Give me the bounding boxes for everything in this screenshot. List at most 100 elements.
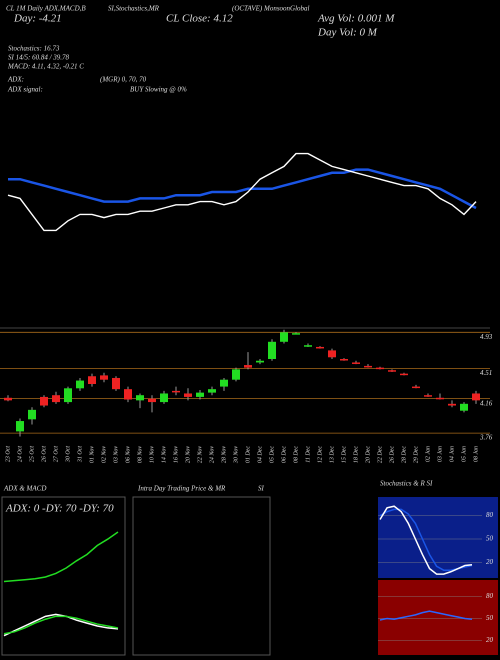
x-tick-label: 05 Jan [461, 446, 467, 462]
y-tick-label: 50 [486, 614, 494, 622]
header-mid: SI,Stochastics,MR [108, 5, 160, 13]
buy-signal: BUY Slowing @ 0% [130, 86, 187, 94]
candle-body [412, 386, 420, 389]
candle-body [124, 389, 132, 400]
x-tick-label: 18 Dec [353, 446, 359, 463]
candle-body [460, 403, 468, 411]
adx-label: ADX: [7, 76, 24, 84]
y-tick-label: 4.93 [480, 333, 493, 341]
candle-body [328, 350, 336, 358]
x-tick-label: 06 Dec [281, 446, 287, 463]
candle-body [4, 397, 12, 401]
y-tick-label: 20 [486, 636, 494, 644]
candle-body [160, 393, 168, 403]
series-line [3, 531, 119, 583]
x-tick-label: 04 Dec [256, 446, 263, 463]
x-tick-label: 24 Nov [208, 446, 215, 464]
candle-body [16, 421, 24, 432]
x-tick-label: 20 Dec [365, 446, 371, 463]
candle-body [292, 333, 300, 335]
candle-body [400, 373, 408, 376]
x-tick-label: 30 Nov [233, 446, 239, 465]
x-tick-label: 22 Nov [197, 446, 203, 464]
candle-body [376, 367, 384, 370]
x-tick-label: 24 Oct [16, 446, 23, 462]
candle-body [340, 359, 348, 361]
x-tick-label: 08 Nov [137, 446, 143, 464]
header-right: (OCTAVE) MonsoonGlobal [232, 5, 310, 13]
x-tick-label: 25 Oct [29, 446, 35, 462]
candle-body [232, 369, 240, 380]
candle-body [136, 395, 144, 401]
x-tick-label: 03 Jan [437, 446, 443, 462]
x-tick-label: 26 Oct [41, 446, 47, 462]
header-left: CL 1M Daily ADX,MACD,B [6, 5, 86, 13]
candle-body [76, 380, 84, 389]
rsi-bg [378, 580, 498, 655]
x-tick-label: 12 Dec [317, 446, 323, 463]
day: Day: -4.21 [13, 13, 62, 25]
y-tick-label: 3.76 [479, 434, 493, 442]
x-tick-label: 02 Jan [425, 446, 431, 462]
candle-body [52, 395, 60, 403]
x-tick-label: 28 Nov [221, 446, 227, 464]
x-tick-label: 08 Jan [473, 446, 479, 462]
series-line [3, 615, 119, 635]
candle-body [28, 409, 36, 420]
series-line [379, 505, 473, 575]
adx-box [1, 496, 126, 656]
mgr: (MGR) 0, 70, 70 [100, 76, 147, 84]
x-tick-label: 30 Oct [65, 446, 71, 463]
candle-body [184, 393, 192, 397]
candle-body [304, 345, 312, 347]
x-tick-label: 23 Oct [5, 446, 11, 462]
candle-body [280, 332, 288, 342]
candle-body [364, 365, 372, 368]
candle-body [244, 365, 252, 368]
candle-body [316, 346, 324, 349]
series-line [379, 610, 473, 621]
candle-body [352, 362, 360, 364]
candle-body [220, 379, 228, 387]
x-tick-label: 15 Dec [341, 446, 347, 463]
candle-body [436, 397, 444, 400]
series-line [7, 152, 477, 232]
x-tick-label: 01 Nov [89, 446, 95, 464]
info-line: MACD: 4.11, 4.32, -0.21 C [7, 63, 84, 71]
series-line [3, 613, 119, 637]
candle-body [424, 395, 432, 397]
x-tick-label: 28 Dec [401, 446, 407, 463]
y-tick-label: 4.16 [480, 399, 493, 407]
x-tick-label: 31 Oct [77, 446, 83, 463]
panel-annotation: ADX: 0 -DY: 70 -DY: 70 [5, 503, 114, 515]
candle-body [208, 389, 216, 393]
candle-body [88, 376, 96, 384]
stoch-bg [378, 497, 498, 578]
x-tick-label: 02 Nov [101, 446, 107, 464]
x-tick-label: 26 Dec [389, 446, 395, 463]
x-tick-label: 11 Dec [305, 446, 311, 463]
x-tick-label: 01 Dec [245, 446, 251, 463]
x-tick-label: 20 Nov [185, 446, 191, 464]
close: CL Close: 4.12 [166, 13, 233, 25]
x-tick-label: 13 Dec [329, 446, 335, 463]
intraday-title: Intra Day Trading Price & MR [137, 485, 226, 493]
y-tick-label: 80 [486, 511, 494, 519]
x-tick-label: 10 Nov [149, 446, 155, 464]
intraday-box [132, 496, 271, 656]
candle-body [64, 388, 72, 403]
info-line: SI 14/5: 60.84 / 39.78 [8, 54, 70, 62]
candle-body [148, 398, 156, 403]
x-tick-label: 22 Dec [377, 446, 383, 463]
candle-body [448, 403, 456, 406]
candle-body [256, 360, 264, 363]
x-tick-label: 08 Dec [293, 446, 299, 463]
candle-body [268, 341, 276, 360]
x-tick-label: 06 Nov [125, 446, 131, 464]
x-tick-label: 03 Nov [113, 446, 119, 464]
x-tick-label: 29 Dec [413, 446, 419, 463]
series-line [8, 168, 477, 210]
avg-vol: Avg Vol: 0.001 M [317, 13, 395, 25]
x-tick-label: 04 Jan [448, 446, 455, 462]
